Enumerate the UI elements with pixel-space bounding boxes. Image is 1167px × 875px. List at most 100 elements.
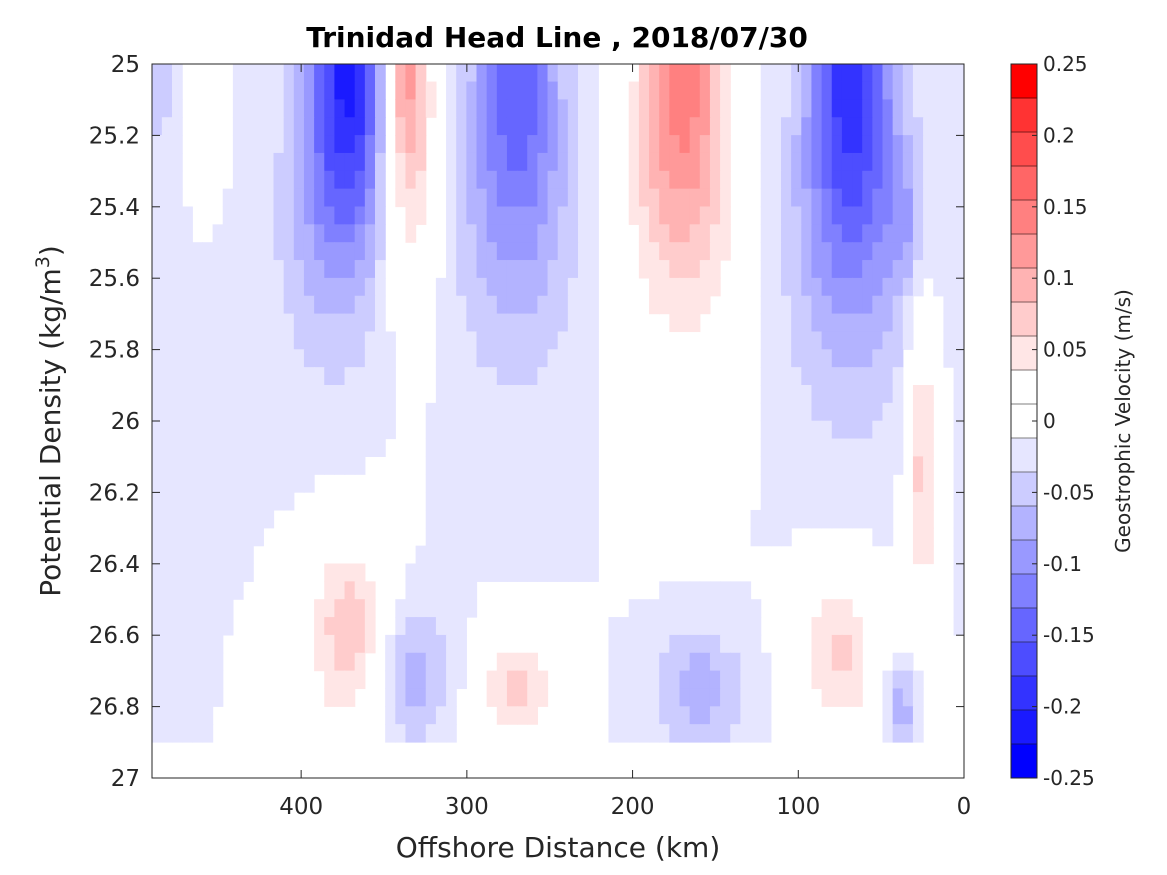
contour-cell (506, 170, 518, 190)
contour-cell (781, 260, 792, 279)
contour-cell (801, 188, 813, 208)
contour-cell (852, 81, 863, 100)
contour-cell (486, 670, 498, 690)
contour-cell (303, 438, 315, 457)
contour-cell (273, 277, 285, 297)
contour-cell (283, 81, 295, 100)
contour-cell (882, 474, 894, 493)
contour-cell (212, 224, 224, 243)
contour-cell (212, 563, 224, 582)
contour-cell (923, 152, 934, 172)
contour-cell (435, 385, 447, 404)
contour-cell (456, 474, 467, 493)
contour-cell (486, 367, 498, 386)
contour-cell (862, 224, 873, 243)
contour-cell (841, 99, 853, 118)
contour-cell (567, 438, 579, 457)
contour-cell (821, 63, 833, 83)
contour-cell (364, 63, 376, 83)
contour-cell (902, 313, 914, 333)
x-axis-ticks: 400 300 200 100 0 (279, 64, 971, 820)
contour-cell (517, 385, 528, 404)
contour-cell (486, 474, 498, 493)
contour-cell (212, 527, 224, 547)
contour-cell (212, 313, 224, 333)
contour-cell (638, 634, 650, 654)
contour-cell (172, 402, 183, 422)
contour-cell (182, 581, 193, 600)
contour-cell (405, 188, 417, 208)
contour-cell (273, 117, 285, 136)
contour-cell (212, 242, 224, 261)
contour-cell (872, 420, 884, 440)
contour-cell (486, 206, 498, 225)
contour-cell (588, 331, 599, 350)
contour-cell (781, 527, 792, 547)
contour-cell (303, 135, 315, 154)
contour-cell (334, 63, 346, 83)
colorbar: 0.250.20.150.10.050-0.05-0.1-0.15-0.2-0.… (1010, 52, 1095, 790)
contour-cell (517, 420, 528, 440)
contour-cell (547, 99, 559, 118)
contour-cell (314, 260, 325, 279)
contour-cell (161, 545, 173, 565)
contour-cell (435, 581, 447, 600)
contour-cell (912, 402, 924, 422)
contour-cell (324, 313, 335, 333)
contour-cell (364, 402, 376, 422)
contour-cell (882, 438, 894, 457)
contour-cell (506, 152, 518, 172)
contour-cell (588, 135, 599, 154)
contour-cell (699, 170, 711, 190)
contour-cell (709, 152, 721, 172)
contour-cell (831, 599, 843, 618)
contour-cell (669, 688, 681, 707)
contour-cell (689, 206, 701, 225)
contour-cell (283, 295, 295, 315)
contour-cell (263, 277, 275, 297)
contour-cell (405, 581, 417, 600)
contour-cell (567, 492, 579, 511)
contour-cell (953, 277, 965, 297)
contour-cell (466, 402, 478, 422)
contour-cell (578, 295, 589, 315)
contour-cell (882, 224, 894, 243)
contour-cell (324, 99, 335, 118)
contour-cell (273, 295, 285, 315)
contour-cell (841, 135, 853, 154)
contour-cell (933, 260, 944, 279)
contour-cell (689, 242, 701, 261)
contour-cell (862, 242, 873, 261)
contour-cell (446, 367, 457, 386)
contour-cell (699, 81, 711, 100)
contour-cell (456, 599, 467, 618)
contour-cell (324, 170, 335, 190)
contour-cell (253, 277, 264, 297)
contour-cell (730, 706, 741, 725)
contour-cell (557, 367, 569, 386)
contour-cell (212, 617, 224, 636)
contour-cell (852, 242, 863, 261)
contour-cell (649, 99, 660, 118)
contour-cell (192, 313, 204, 333)
contour-cell (517, 545, 528, 565)
contour-cell (831, 295, 843, 315)
contour-cell (517, 277, 528, 297)
contour-cell (740, 617, 752, 636)
contour-cell (496, 170, 508, 190)
contour-cell (659, 277, 670, 297)
contour-cell (172, 277, 183, 297)
contour-cell (730, 724, 741, 743)
contour-cell (537, 367, 549, 386)
contour-cell (588, 492, 599, 511)
contour-cell (486, 349, 498, 368)
contour-cell (385, 385, 396, 404)
contour-cell (344, 331, 356, 350)
contour-cell (852, 170, 863, 190)
contour-cell (182, 527, 193, 547)
contour-cell (567, 260, 579, 279)
contour-cell (831, 135, 843, 154)
contour-cell (770, 349, 782, 368)
contour-cell (354, 652, 366, 672)
contour-cell (202, 438, 214, 457)
